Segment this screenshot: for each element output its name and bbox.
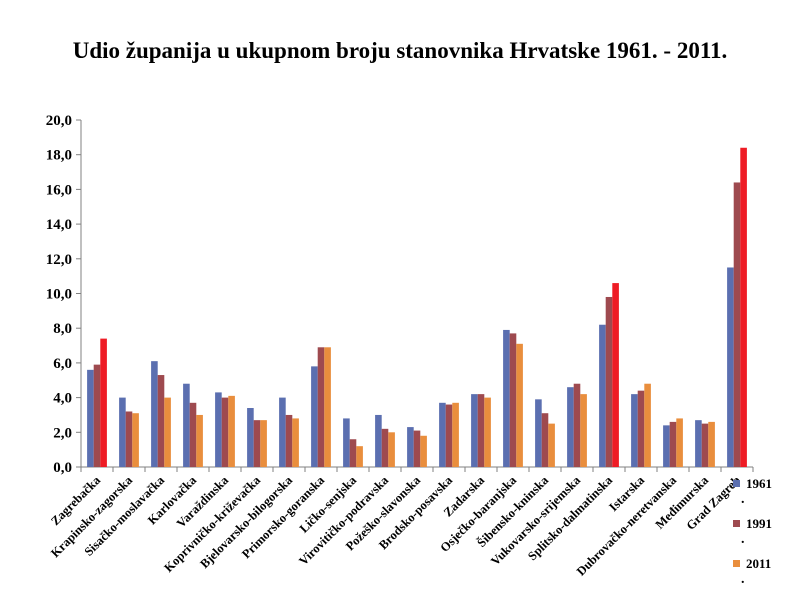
y-tick-label: 4,0 <box>53 391 72 407</box>
bar-2011 <box>132 413 139 467</box>
legend-swatch-2011 <box>733 560 740 567</box>
bar-2011 <box>292 418 299 467</box>
legend-suffix: . <box>741 572 745 587</box>
bar-1991 <box>541 413 549 467</box>
bar-2011 <box>356 446 363 467</box>
bar-2011 <box>420 435 427 467</box>
bar-1961 <box>535 399 542 467</box>
bar-1961 <box>695 420 702 467</box>
bar-1961 <box>87 369 94 467</box>
y-tick-label: 20,0 <box>46 113 72 129</box>
bar-1961 <box>183 383 190 467</box>
bar-1961 <box>375 414 382 467</box>
bar-1991 <box>381 428 389 467</box>
bar-1991 <box>317 347 325 467</box>
bar-2011 <box>324 347 331 467</box>
bar-1961 <box>471 394 478 467</box>
bar-1991 <box>349 439 357 467</box>
legend-suffix: . <box>741 532 745 547</box>
y-tick-label: 2,0 <box>53 425 72 441</box>
bar-1991 <box>573 383 581 467</box>
y-tick-label: 16,0 <box>46 182 72 198</box>
legend-label-2011: 2011 <box>746 556 771 571</box>
y-tick-label: 14,0 <box>46 217 72 233</box>
bar-1961 <box>407 427 414 467</box>
bar-1961 <box>279 397 286 467</box>
bar-1991 <box>93 364 101 467</box>
y-tick-label: 10,0 <box>46 287 72 303</box>
bar-1961 <box>439 402 446 467</box>
bar-2011 <box>260 420 267 467</box>
bar-1991 <box>733 182 741 467</box>
bar-1961 <box>311 366 318 467</box>
legend-swatch-1961 <box>733 480 740 487</box>
bar-1961 <box>727 267 734 467</box>
bar-1991 <box>125 411 133 467</box>
bar-1991 <box>157 375 165 467</box>
bar-1991 <box>221 397 229 467</box>
bar-1991 <box>253 420 261 467</box>
bar-2011 <box>708 421 715 467</box>
bar-2011 <box>516 343 523 467</box>
bar-2011 <box>388 432 395 467</box>
bar-1961 <box>343 418 350 467</box>
legend-suffix: . <box>741 492 745 507</box>
bar-1991 <box>413 430 421 467</box>
chart-title: Udio županija u ukupnom broju stanovnika… <box>72 38 728 63</box>
bar-1961 <box>599 324 606 467</box>
bar-1991 <box>477 394 485 467</box>
bar-1961 <box>631 394 638 467</box>
y-tick-label: 0,0 <box>53 460 72 476</box>
bar-1961 <box>247 408 254 467</box>
y-tick-label: 18,0 <box>46 148 72 164</box>
bar-1961 <box>119 397 126 467</box>
bar-2011 <box>580 394 587 467</box>
bar-1991 <box>445 404 453 467</box>
bar-2011 <box>548 423 555 467</box>
y-tick-label: 12,0 <box>46 252 72 268</box>
bar-1961 <box>663 425 670 467</box>
bar-2011 <box>452 402 459 467</box>
bar-2011 <box>676 418 683 467</box>
legend-swatch-1991 <box>733 520 740 527</box>
y-tick-label: 6,0 <box>53 356 72 372</box>
bar-2011 <box>484 397 491 467</box>
bar-1991 <box>605 296 613 467</box>
legend-label-1961: 1961 <box>746 476 772 491</box>
bar-2011 <box>740 147 747 467</box>
bar-1991 <box>669 421 677 467</box>
y-tick-label: 8,0 <box>53 321 72 337</box>
bar-2011 <box>196 414 203 467</box>
bar-1961 <box>215 392 222 467</box>
bar-2011 <box>228 395 235 467</box>
bar-2011 <box>644 383 651 467</box>
bar-2011 <box>612 283 619 467</box>
bar-1991 <box>509 333 517 467</box>
bar-1991 <box>189 402 197 467</box>
legend-label-1991: 1991 <box>746 516 772 531</box>
bar-1991 <box>285 414 293 467</box>
bar-1991 <box>637 390 645 467</box>
bar-1991 <box>701 423 709 467</box>
bar-2011 <box>100 338 107 467</box>
bar-1961 <box>151 361 158 467</box>
bar-1961 <box>567 387 574 467</box>
bar-2011 <box>164 397 171 467</box>
bar-1961 <box>503 329 510 467</box>
